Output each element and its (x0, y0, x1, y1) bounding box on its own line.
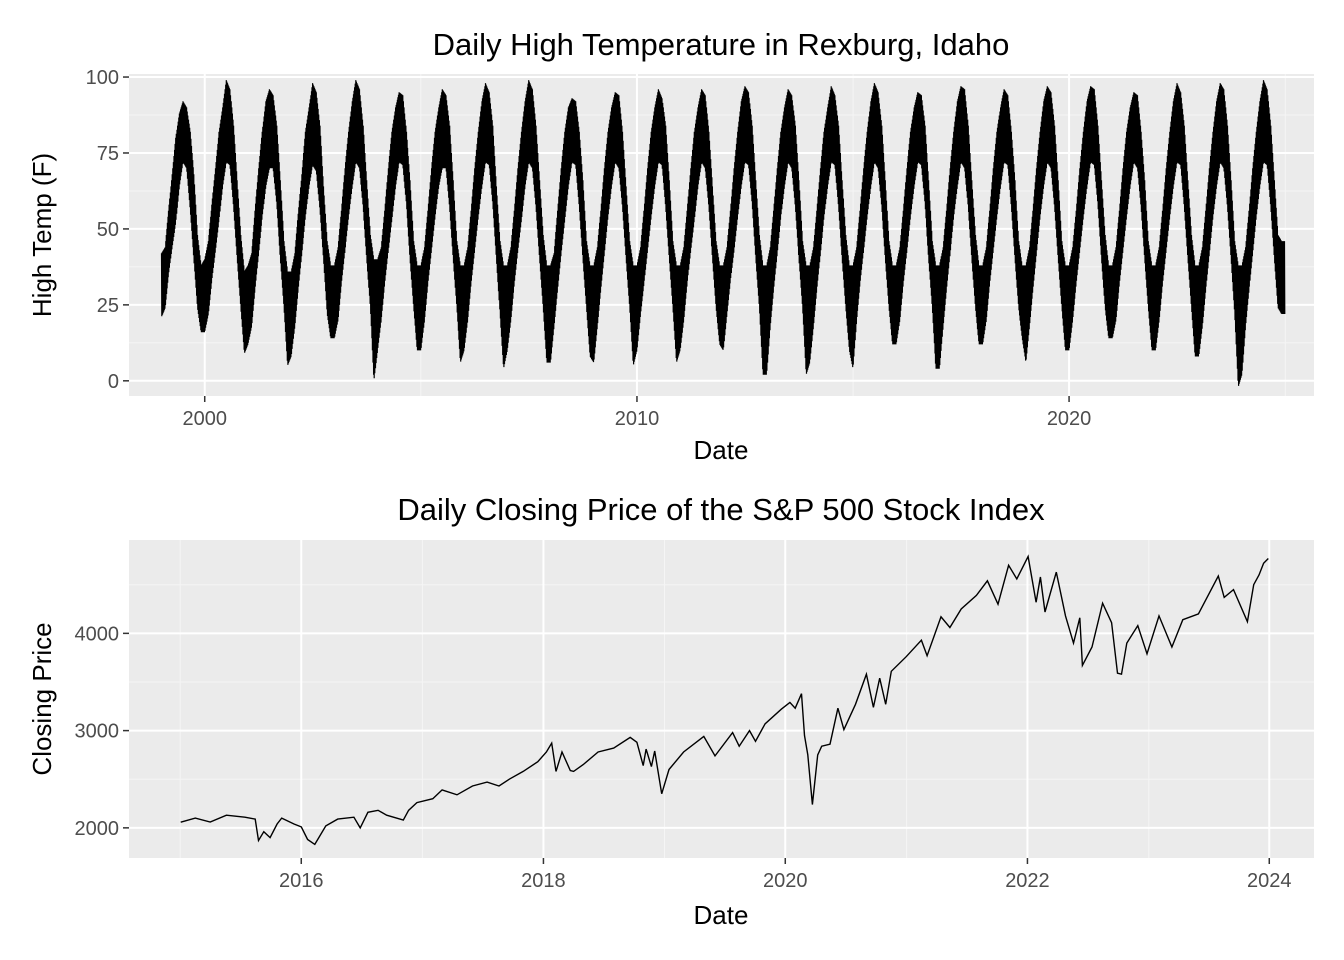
y-tick-label: 50 (97, 219, 119, 241)
sp500-gridlines (129, 540, 1314, 858)
y-tick-label: 0 (108, 371, 119, 393)
sp500-x-axis-title: Date (694, 900, 749, 930)
x-tick-label: 2022 (1005, 870, 1050, 892)
sp500-plot-panel (129, 540, 1314, 858)
sp500-chart: Daily Closing Price of the S&P 500 Stock… (27, 492, 1314, 930)
y-tick-label: 2000 (75, 818, 120, 840)
x-tick-label: 2024 (1247, 870, 1292, 892)
x-tick-label: 2010 (615, 408, 660, 430)
x-tick-label: 2016 (279, 870, 324, 892)
temperature-chart-title: Daily High Temperature in Rexburg, Idaho (433, 27, 1010, 62)
temperature-x-axis-title: Date (694, 435, 749, 465)
x-tick-label: 2020 (1047, 408, 1092, 430)
temperature-series-line (160, 80, 1286, 386)
x-tick-label: 2018 (521, 870, 566, 892)
sp500-series-line (180, 554, 1269, 846)
x-tick-label: 2000 (182, 408, 227, 430)
sp500-x-axis: 2016 2018 2020 2022 2024 (279, 858, 1292, 892)
temperature-x-axis: 2000 2010 2020 (182, 396, 1091, 430)
sp500-y-axis: 2000 3000 4000 (75, 623, 129, 840)
y-tick-label: 3000 (75, 721, 120, 743)
y-tick-label: 75 (97, 143, 119, 165)
y-tick-label: 25 (97, 295, 119, 317)
y-tick-label: 4000 (75, 623, 120, 645)
sp500-y-axis-title: Closing Price (27, 622, 57, 775)
y-tick-label: 100 (86, 67, 119, 89)
sp500-chart-title: Daily Closing Price of the S&P 500 Stock… (397, 492, 1045, 527)
temperature-y-axis-title: High Temp (F) (27, 153, 57, 317)
x-tick-label: 2020 (763, 870, 808, 892)
temperature-chart: Daily High Temperature in Rexburg, Idaho… (27, 27, 1314, 465)
temperature-y-axis: 0 25 50 75 100 (86, 67, 129, 393)
